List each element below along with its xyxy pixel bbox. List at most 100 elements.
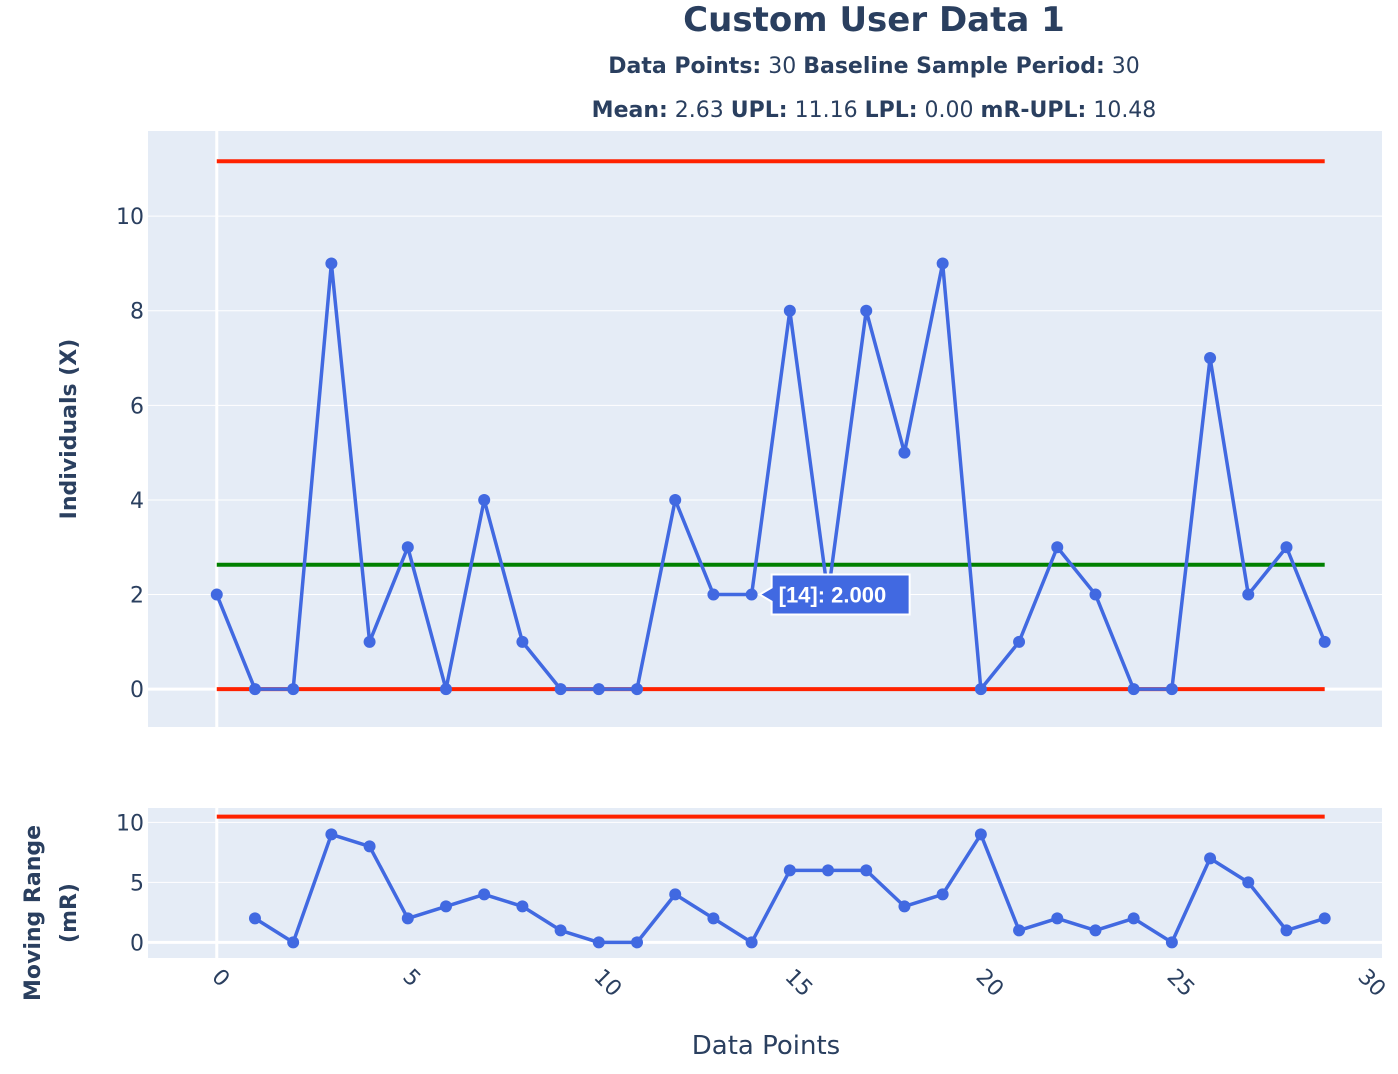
moving-range-data-point — [1318, 912, 1331, 925]
moving-range-y-tick-label: 5 — [130, 871, 144, 896]
individuals-data-point — [1089, 588, 1102, 601]
data-points-value: 30 — [761, 54, 804, 79]
individuals-data-point — [669, 493, 682, 506]
individuals-data-point — [401, 541, 414, 554]
moving-range-data-point — [707, 912, 720, 925]
moving-range-data-point — [516, 900, 529, 913]
upl-label: UPL: — [730, 98, 788, 123]
individuals-data-point — [248, 683, 261, 696]
moving-range-data-point — [898, 900, 911, 913]
x-tick-label: 15 — [780, 965, 817, 1002]
moving-range-y-tick-label: 0 — [130, 931, 144, 956]
tooltip-text: [14]: 2.000 — [779, 583, 887, 608]
moving-range-data-point — [822, 864, 835, 877]
individuals-data-point — [325, 257, 338, 270]
individuals-data-point — [1280, 541, 1293, 554]
moving-range-data-point — [592, 936, 605, 949]
individuals-y-tick-label: 8 — [130, 300, 144, 325]
individuals-panel: 0 2 4 6 8 10 Individuals (X) [14]: 2.000 — [57, 131, 1382, 727]
individuals-data-point — [631, 683, 644, 696]
x-tick-label: 20 — [971, 965, 1008, 1002]
individuals-data-point — [1127, 683, 1140, 696]
moving-range-data-point — [669, 888, 682, 901]
hover-tooltip: [14]: 2.000 — [757, 573, 911, 616]
moving-range-data-point — [554, 924, 567, 937]
moving-range-data-point — [325, 828, 338, 841]
moving-range-data-point — [1165, 936, 1178, 949]
summary-line-2: Mean: 2.63 UPL: 11.16 LPL: 0.00 mR-UPL: … — [474, 98, 1274, 123]
x-tick-label: 25 — [1162, 965, 1199, 1002]
moving-range-data-point — [860, 864, 873, 877]
individuals-data-point — [936, 257, 949, 270]
individuals-data-point — [1013, 635, 1026, 648]
individuals-data-point — [1204, 352, 1217, 365]
y-axis-title-individuals: Individuals (X) — [57, 339, 82, 520]
moving-range-data-point — [439, 900, 452, 913]
individuals-data-point — [516, 635, 529, 648]
baseline-period-value: 30 — [1104, 54, 1140, 79]
individuals-data-point — [210, 588, 223, 601]
individuals-data-point — [707, 588, 720, 601]
moving-range-data-point — [287, 936, 300, 949]
y-axis-title-moving-range: Moving Range — [21, 825, 46, 1001]
individuals-data-point — [860, 304, 873, 317]
mean-value: 2.63 — [667, 98, 731, 123]
individuals-y-tick-label: 6 — [130, 394, 144, 419]
mean-label: Mean: — [591, 98, 668, 123]
y-axis-title-moving-range-unit: (mR) — [57, 883, 82, 943]
individuals-data-point — [898, 446, 911, 459]
moving-range-data-point — [1051, 912, 1064, 925]
individuals-plot-area — [148, 131, 1382, 727]
individuals-data-point — [1318, 635, 1331, 648]
individuals-y-tick-label: 10 — [116, 205, 144, 230]
individuals-data-point — [783, 304, 796, 317]
individuals-data-point — [1165, 683, 1178, 696]
individuals-data-point — [592, 683, 605, 696]
individuals-data-point — [439, 683, 452, 696]
moving-range-data-point — [248, 912, 261, 925]
individuals-y-tick-label: 0 — [130, 678, 144, 703]
individuals-data-point — [287, 683, 300, 696]
individuals-data-point — [1051, 541, 1064, 554]
x-axis-title: Data Points — [692, 1031, 840, 1061]
individuals-data-point — [554, 683, 567, 696]
chart-title: Custom User Data 1 — [683, 0, 1065, 40]
moving-range-data-point — [745, 936, 758, 949]
tooltip-box — [757, 573, 911, 616]
individuals-y-tick-label: 4 — [130, 489, 144, 514]
moving-range-data-point — [1089, 924, 1102, 937]
moving-range-y-tick-label: 10 — [116, 811, 144, 836]
lpl-label: LPL: — [864, 98, 918, 123]
individuals-y-tick-label: 2 — [130, 584, 144, 609]
moving-range-data-point — [478, 888, 491, 901]
moving-range-data-point — [631, 936, 644, 949]
baseline-period-label: Baseline Sample Period: — [803, 54, 1105, 79]
moving-range-data-point — [1127, 912, 1140, 925]
x-tick-label: 5 — [398, 965, 426, 993]
individuals-data-point — [1242, 588, 1255, 601]
moving-range-data-point — [363, 840, 376, 853]
moving-range-data-point — [783, 864, 796, 877]
individuals-data-point — [478, 493, 491, 506]
individuals-data-point — [745, 588, 758, 601]
lpl-value: 0.00 — [917, 98, 981, 123]
x-tick-label: 10 — [589, 965, 626, 1002]
x-tick-label: 0 — [207, 965, 235, 993]
moving-range-data-point — [936, 888, 949, 901]
moving-range-data-point — [401, 912, 414, 925]
individuals-series-line — [215, 261, 1327, 691]
summary-line-1: Data Points: 30 Baseline Sample Period: … — [474, 54, 1274, 79]
individuals-data-point — [363, 635, 376, 648]
moving-range-data-point — [974, 828, 987, 841]
moving-range-data-point — [1280, 924, 1293, 937]
mr-upl-value: 10.48 — [1086, 98, 1157, 123]
individuals-data-point — [974, 683, 987, 696]
moving-range-panel: 0 5 10 Moving Range (mR) 0 5 10 15 20 25 30 Data Poi… — [21, 808, 1390, 1061]
moving-range-data-point — [1013, 924, 1026, 937]
mr-upl-label: mR-UPL: — [980, 98, 1087, 123]
moving-range-data-point — [1242, 876, 1255, 889]
upl-value: 11.16 — [787, 98, 865, 123]
data-points-label: Data Points: — [608, 54, 762, 79]
x-tick-label: 30 — [1353, 965, 1390, 1002]
